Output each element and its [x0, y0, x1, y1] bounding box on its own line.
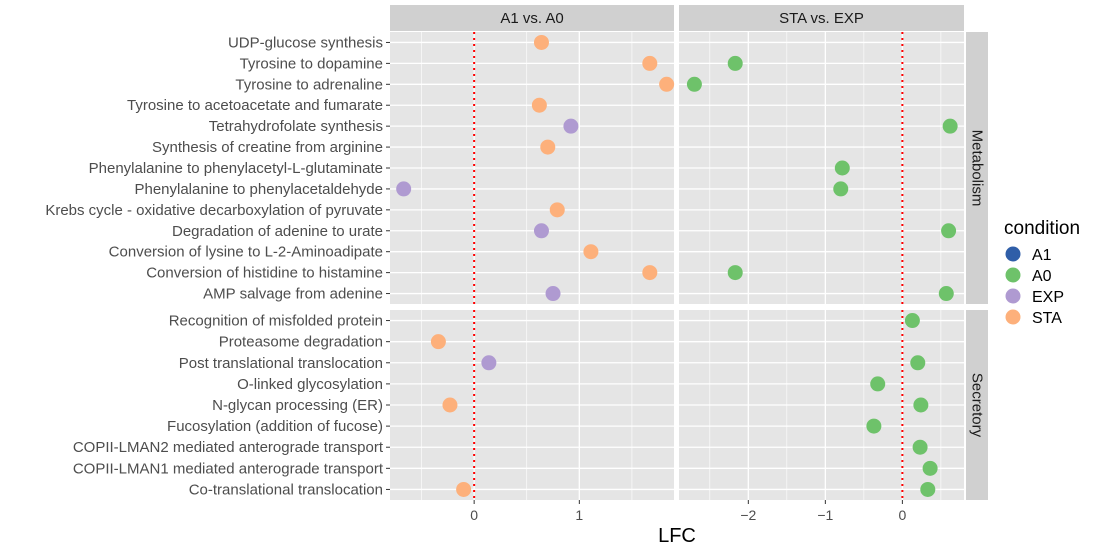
x-tick-label: 0: [898, 507, 906, 523]
column-facet-strip: [679, 5, 964, 31]
data-point-a0: [904, 313, 920, 329]
y-category-label: O-linked glycosylation: [237, 376, 383, 393]
data-point-exp: [545, 286, 561, 302]
data-point-a0: [834, 160, 850, 176]
data-point-a0: [941, 223, 957, 239]
legend-title: condition: [1004, 218, 1080, 239]
y-category-label: COPII-LMAN1 mediated anterograde transpo…: [73, 460, 384, 477]
data-point-a0: [870, 376, 886, 392]
column-facet-label: A1 vs. A0: [500, 10, 563, 27]
y-category-label: Phenylalanine to phenylacetaldehyde: [134, 181, 383, 198]
y-category-label: AMP salvage from adenine: [203, 286, 383, 303]
y-category-label: Recognition of misfolded protein: [169, 313, 383, 330]
row-facet-label: Metabolism: [969, 130, 986, 207]
y-category-label: Synthesis of creatine from arginine: [152, 139, 383, 156]
column-facet-strip: [390, 5, 674, 31]
data-point-sta: [642, 265, 658, 281]
data-point-sta: [540, 139, 556, 155]
legend-label: STA: [1032, 310, 1062, 327]
data-point-a0: [727, 265, 743, 281]
data-point-a0: [727, 55, 743, 71]
y-category-label: Tyrosine to acetoacetate and fumarate: [127, 97, 383, 114]
data-point-a0: [866, 418, 882, 434]
legend-label: A1: [1032, 247, 1052, 264]
y-category-label: Phenylalanine to phenylacetyl-L-glutamin…: [89, 160, 383, 177]
row-facet-strip: [966, 310, 988, 500]
y-category-label: Krebs cycle - oxidative decarboxylation …: [45, 202, 383, 219]
x-tick-label: −1: [817, 507, 833, 523]
column-facet-label: STA vs. EXP: [779, 10, 864, 27]
data-point-exp: [563, 118, 579, 134]
data-point-exp: [481, 355, 497, 371]
data-point-a0: [913, 397, 929, 413]
data-point-sta: [549, 202, 565, 218]
data-point-sta: [533, 34, 549, 50]
legend-key-exp: [1005, 288, 1021, 304]
legend-label: A0: [1032, 268, 1052, 285]
y-category-label: Post translational translocation: [179, 355, 383, 372]
data-point-a0: [938, 286, 954, 302]
y-category-label: Fucosylation (addition of fucose): [167, 418, 383, 435]
x-tick-label: 1: [575, 507, 583, 523]
y-category-label: Conversion of lysine to L-2-Aminoadipate: [109, 244, 383, 261]
legend-key-a0: [1005, 267, 1021, 283]
row-facet-strip: [966, 32, 988, 304]
y-category-label: COPII-LMAN2 mediated anterograde transpo…: [73, 439, 384, 456]
row-facet-label: Secretory: [969, 373, 986, 438]
data-point-exp: [533, 223, 549, 239]
data-point-sta: [642, 55, 658, 71]
y-category-label: Co-translational translocation: [189, 481, 383, 498]
data-point-a0: [920, 481, 936, 497]
data-point-sta: [456, 481, 472, 497]
y-category-label: Conversion of histidine to histamine: [146, 265, 383, 282]
y-category-label: UDP-glucose synthesis: [228, 34, 383, 51]
data-point-a0: [686, 76, 702, 92]
data-point-a0: [912, 439, 928, 455]
y-category-label: Tyrosine to adrenaline: [235, 76, 383, 93]
y-category-label: Tyrosine to dopamine: [240, 55, 383, 72]
data-point-a0: [942, 118, 958, 134]
data-point-a0: [922, 460, 938, 476]
legend-key-a1: [1005, 246, 1021, 262]
legend-label: EXP: [1032, 289, 1064, 306]
y-category-label: Degradation of adenine to urate: [172, 223, 383, 240]
data-point-sta: [442, 397, 458, 413]
data-point-sta: [583, 244, 599, 260]
x-axis-title: LFC: [658, 525, 696, 547]
data-point-a0: [910, 355, 926, 371]
data-point-exp: [396, 181, 412, 197]
y-category-label: Tetrahydrofolate synthesis: [209, 118, 383, 135]
y-category-label: Proteasome degradation: [219, 334, 383, 351]
x-tick-label: 0: [470, 507, 478, 523]
data-point-sta: [531, 97, 547, 113]
y-category-label: N-glycan processing (ER): [212, 397, 383, 414]
data-point-a0: [833, 181, 849, 197]
x-tick-label: −2: [740, 507, 756, 523]
data-point-sta: [659, 76, 675, 92]
legend-key-sta: [1005, 309, 1021, 325]
data-point-sta: [430, 334, 446, 350]
